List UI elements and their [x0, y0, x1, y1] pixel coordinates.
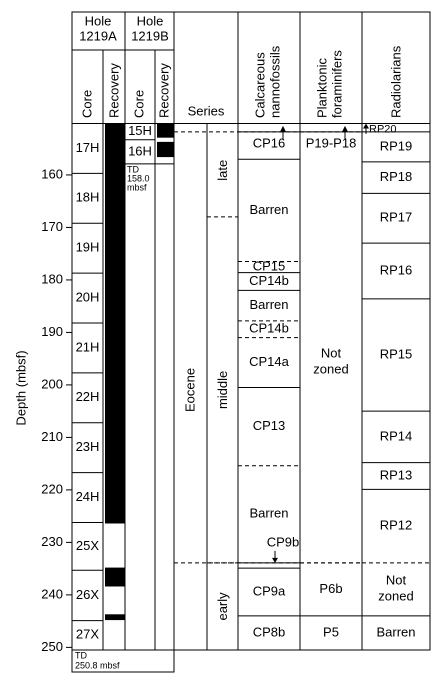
tick-label: 200	[41, 376, 63, 391]
zone-label: CP8b	[253, 624, 286, 639]
zone-label: RP16	[380, 262, 413, 277]
zone-label: CP13	[253, 418, 286, 433]
zone-label: RP18	[380, 169, 413, 184]
zone-label: 25X	[76, 538, 99, 553]
zone-label: 24H	[76, 489, 100, 504]
zone-label: RP13	[380, 467, 413, 482]
series-label: Eocene	[182, 368, 197, 412]
td-label: TD	[75, 650, 87, 660]
zone-label: CP14b	[249, 321, 289, 336]
zone-label: RP15	[380, 346, 413, 361]
epoch-label: late	[215, 160, 230, 181]
zone-label: 15H	[128, 123, 152, 138]
column-header: foraminifers	[329, 50, 344, 118]
column-header: Calcareous	[252, 52, 267, 118]
zone-label: CP15	[253, 259, 286, 274]
zone-label: RP19	[380, 138, 413, 153]
zone-label: 23H	[76, 439, 100, 454]
zone-label: P6b	[319, 581, 342, 596]
td-label: mbsf	[127, 182, 147, 192]
interval	[238, 563, 300, 568]
zone-label: CP9a	[253, 583, 286, 598]
tick-label: 250	[41, 639, 63, 654]
zone-label: Barren	[249, 297, 288, 312]
column-header: nannofossils	[267, 45, 282, 118]
zone-label: Barren	[249, 506, 288, 521]
zone-label: Barren	[249, 202, 288, 217]
arrow-head	[280, 125, 286, 132]
recovery-bar	[105, 123, 125, 524]
tick-label: 220	[41, 481, 63, 496]
column-header: Core	[79, 90, 94, 118]
epoch-label: early	[215, 592, 230, 621]
zone-label: 20H	[76, 289, 100, 304]
arrow-head	[363, 123, 369, 129]
arrow-head	[342, 125, 348, 132]
recovery-bar	[157, 141, 174, 158]
column-header: Core	[131, 90, 146, 118]
epoch-label: middle	[215, 371, 230, 409]
zone-label: CP14b	[249, 273, 289, 288]
tick-label: 230	[41, 534, 63, 549]
hole-title: 1219A	[79, 28, 117, 43]
zone-label: RP12	[380, 518, 413, 533]
zone-label: Not zoned	[313, 346, 348, 377]
zone-label: 17H	[76, 140, 100, 155]
zone-label: 21H	[76, 339, 100, 354]
column-header: Radiolarians	[388, 45, 403, 118]
zone-label: RP14	[380, 428, 413, 443]
zone-label: 16H	[128, 143, 152, 158]
zone-label: CP14a	[249, 354, 290, 369]
recovery-bar	[105, 567, 125, 587]
tick-label: 240	[41, 586, 63, 601]
zone-label: 19H	[76, 240, 100, 255]
tick-label: 180	[41, 271, 63, 286]
zone-label: 27X	[76, 627, 99, 642]
td-label: 158.0	[127, 173, 150, 183]
zone-label: P19-P18	[306, 135, 357, 150]
tick-label: 210	[41, 429, 63, 444]
recovery-bar	[105, 614, 125, 621]
zone-label: P5	[323, 624, 339, 639]
tick-label: 160	[41, 166, 63, 181]
arrow-head	[272, 557, 278, 563]
tick-label: 190	[41, 324, 63, 339]
td-label: 250.8 mbsf	[75, 660, 120, 670]
axis-label: Depth (mbsf)	[13, 350, 28, 425]
td-label: TD	[127, 164, 139, 174]
zone-label: Not zoned	[378, 573, 413, 604]
zone-label: RP20	[369, 123, 397, 135]
column-header: Recovery	[106, 63, 121, 118]
hole-title: 1219B	[131, 28, 169, 43]
column-header: Planktonic	[314, 58, 329, 118]
hole-title: Hole	[85, 13, 112, 28]
tick-label: 170	[41, 219, 63, 234]
zone-label: Barren	[376, 624, 415, 639]
hole-title: Hole	[137, 13, 164, 28]
zone-label: CP9b	[267, 534, 300, 549]
recovery-bar	[157, 123, 174, 138]
zone-label: RP17	[380, 210, 413, 225]
frame	[71, 11, 431, 651]
column-header: Recovery	[156, 63, 171, 118]
zone-label: 18H	[76, 190, 100, 205]
column-header: Series	[188, 103, 225, 118]
zone-label: CP16	[253, 135, 286, 150]
zone-label: 22H	[76, 389, 100, 404]
zone-label: 26X	[76, 587, 99, 602]
